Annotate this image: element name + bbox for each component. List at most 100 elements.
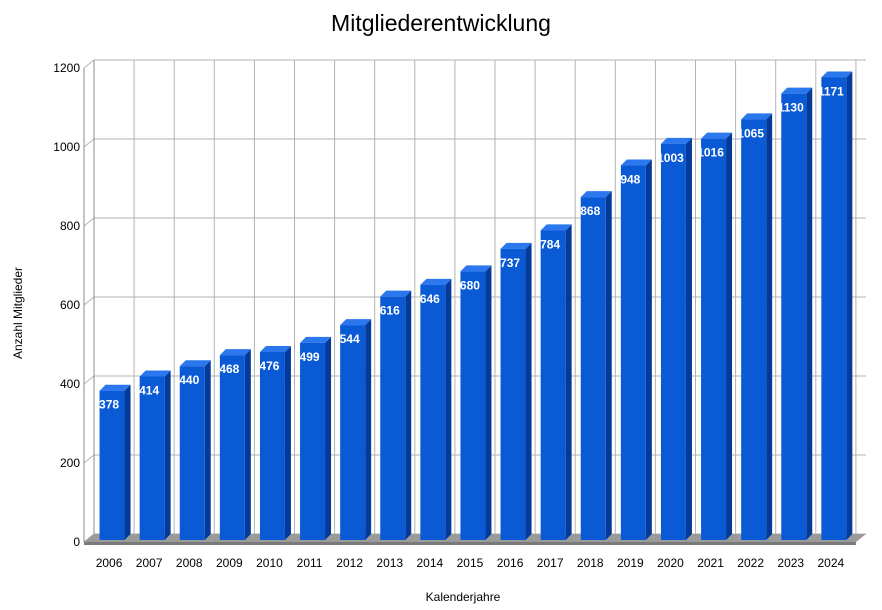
data-label: 784 <box>540 237 560 251</box>
data-label: 440 <box>179 373 199 387</box>
bar-top <box>580 191 612 198</box>
bar <box>420 284 446 540</box>
x-tick-label: 2020 <box>657 556 684 570</box>
x-tick-label: 2012 <box>336 556 363 570</box>
bar-top <box>99 384 131 391</box>
gridline-side <box>83 454 95 464</box>
bar <box>660 143 686 540</box>
x-tick-label: 2024 <box>817 556 844 570</box>
bar-side <box>726 132 733 540</box>
bar-side <box>766 113 773 540</box>
x-tick-label: 2015 <box>457 556 484 570</box>
bar-side <box>525 242 532 540</box>
data-label: 1003 <box>657 151 684 165</box>
x-tick-label: 2022 <box>737 556 764 570</box>
bar <box>741 119 767 540</box>
floor-edge <box>84 542 856 545</box>
bar <box>540 230 566 540</box>
data-label: 616 <box>380 304 400 318</box>
bar-top <box>741 113 773 120</box>
x-tick-label: 2021 <box>697 556 724 570</box>
bar-top <box>781 87 813 94</box>
x-axis-title: Kalenderjahre <box>425 590 501 604</box>
bar-top <box>340 319 372 326</box>
y-tick-label: 200 <box>60 456 80 470</box>
bar <box>380 296 406 540</box>
bar-side <box>846 71 853 540</box>
data-label: 646 <box>420 292 440 306</box>
data-label: 476 <box>259 359 279 373</box>
bar <box>500 248 526 540</box>
gridline-side <box>83 59 95 69</box>
gridline-side <box>83 296 95 306</box>
bar-top <box>420 278 452 285</box>
gridline-side <box>83 375 95 385</box>
bar <box>781 93 807 541</box>
bar <box>300 342 326 540</box>
gridline-side <box>83 217 95 227</box>
bar <box>99 390 125 540</box>
data-label: 378 <box>99 398 119 412</box>
y-tick-label: 600 <box>60 298 80 312</box>
bar-side <box>284 345 291 540</box>
bar-top <box>620 159 652 166</box>
data-label: 468 <box>219 362 239 376</box>
x-tick-label: 2018 <box>577 556 604 570</box>
bar <box>139 376 165 540</box>
x-tick-label: 2019 <box>617 556 644 570</box>
bar-side <box>605 191 612 540</box>
bar-side <box>204 360 211 540</box>
bar-side <box>485 265 492 540</box>
bar-top <box>139 370 171 377</box>
bar-top <box>219 349 251 356</box>
data-label: 414 <box>139 383 159 397</box>
y-tick-label: 400 <box>60 377 80 391</box>
bar-side <box>405 290 412 540</box>
x-tick-label: 2007 <box>136 556 163 570</box>
data-label: 680 <box>460 278 480 292</box>
bar <box>701 138 727 540</box>
bar-top <box>540 224 572 231</box>
x-tick-label: 2009 <box>216 556 243 570</box>
y-tick-label: 1200 <box>53 61 80 75</box>
bar-side <box>365 319 372 540</box>
bar <box>340 325 366 540</box>
x-tick-label: 2013 <box>376 556 403 570</box>
data-label: 499 <box>300 350 320 364</box>
bar-top <box>259 345 291 352</box>
x-tick-label: 2010 <box>256 556 283 570</box>
bar <box>179 366 205 540</box>
x-tick-label: 2014 <box>416 556 443 570</box>
bar <box>821 77 847 540</box>
bar-top <box>701 132 733 139</box>
bars: 378 414 440 468 476 499 544 616 646 680 737 784 868 9… <box>99 71 853 541</box>
bar-top <box>660 137 692 144</box>
bar-side <box>685 137 692 540</box>
bar <box>580 197 606 540</box>
x-tick-label: 2006 <box>96 556 123 570</box>
y-tick-label: 1000 <box>53 140 80 154</box>
bar-side <box>244 349 251 540</box>
x-tick-label: 2016 <box>497 556 524 570</box>
data-label: 544 <box>340 332 360 346</box>
axis-labels: 0 200 400 600 800 1000 1200 2006 2007 2008 2009 201… <box>53 61 844 570</box>
bar <box>259 351 285 540</box>
bar-top <box>500 242 532 249</box>
bar-top <box>460 265 492 272</box>
bar-side <box>325 336 332 540</box>
x-tick-label: 2017 <box>537 556 564 570</box>
y-tick-label: 0 <box>73 535 80 549</box>
chart-title: Mitgliederentwicklung <box>331 10 551 36</box>
data-label: 1171 <box>818 84 844 98</box>
bar-top <box>179 360 211 367</box>
bar <box>620 165 646 541</box>
data-label: 1016 <box>697 146 724 160</box>
data-label: 1065 <box>737 126 764 140</box>
bar <box>460 271 486 540</box>
bar-top <box>380 290 412 297</box>
bar-side <box>645 159 652 541</box>
x-tick-label: 2008 <box>176 556 203 570</box>
data-label: 737 <box>500 256 520 270</box>
data-label: 868 <box>580 204 600 218</box>
